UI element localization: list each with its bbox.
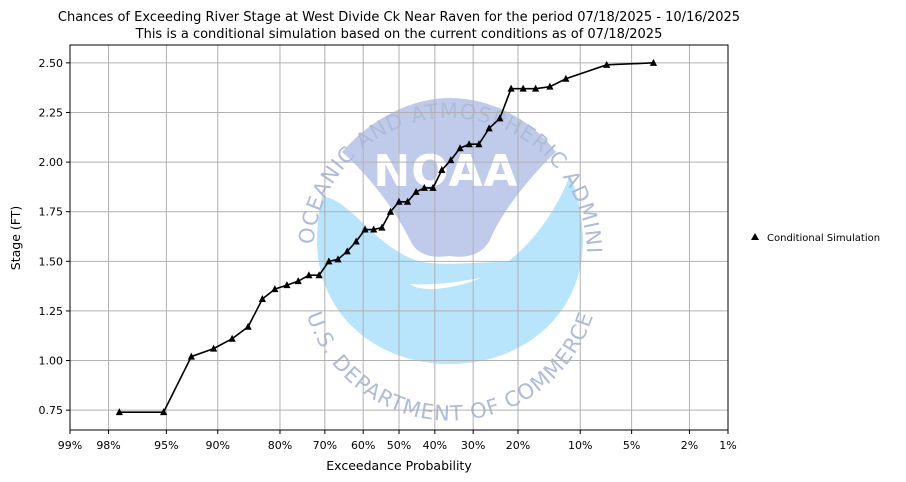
- x-axis-label: Exceedance Probability: [326, 458, 472, 473]
- data-point: [519, 84, 527, 92]
- data-point: [475, 140, 483, 148]
- x-tick-label: 5%: [623, 439, 640, 452]
- x-tick-label: 98%: [96, 439, 120, 452]
- data-point: [465, 140, 473, 148]
- data-point: [271, 285, 279, 293]
- data-point: [315, 271, 323, 279]
- data-point: [649, 58, 658, 66]
- legend-label: Conditional Simulation: [767, 233, 880, 244]
- data-point: [603, 60, 611, 68]
- data-point: [305, 271, 313, 279]
- data-point: [420, 183, 428, 191]
- y-axis-label: Stage (FT): [8, 206, 23, 270]
- data-point: [334, 255, 342, 263]
- x-tick-label: 70%: [313, 439, 337, 452]
- x-tick-label: 2%: [681, 439, 698, 452]
- y-tick-label: 1.00: [39, 355, 64, 368]
- x-tick-label: 60%: [351, 439, 375, 452]
- data-point: [447, 156, 455, 164]
- data-point: [352, 237, 360, 245]
- data-point: [325, 257, 333, 265]
- y-tick-label: 0.75: [39, 404, 64, 417]
- data-point: [294, 277, 302, 285]
- y-tick-label: 2.25: [39, 106, 64, 119]
- data-point: [395, 197, 403, 205]
- noaa-watermark-lower-shape: [317, 175, 583, 364]
- data-point: [562, 74, 570, 82]
- data-point: [507, 84, 515, 92]
- y-axis-ticks: 0.75 1.00 1.25 1.50 1.75 2.00 2.25 2.50: [39, 57, 70, 417]
- y-tick-label: 2.00: [39, 156, 64, 169]
- legend-marker-icon: [751, 233, 759, 240]
- series-layer: [115, 58, 658, 416]
- x-tick-label: 95%: [154, 439, 178, 452]
- x-tick-label: 99%: [58, 439, 82, 452]
- data-point: [412, 187, 420, 195]
- x-tick-label: 90%: [206, 439, 230, 452]
- legend: Conditional Simulation: [751, 233, 880, 244]
- data-point: [496, 114, 504, 122]
- data-point: [115, 408, 123, 416]
- data-point: [244, 322, 252, 330]
- noaa-watermark-logo-text: NOAA: [373, 146, 518, 197]
- data-point: [283, 281, 291, 289]
- data-point: [228, 334, 236, 342]
- data-point: [386, 207, 395, 215]
- data-point: [343, 247, 351, 255]
- data-point: [361, 225, 369, 233]
- data-point: [258, 295, 266, 303]
- x-tick-label: 10%: [568, 439, 592, 452]
- x-tick-label: 50%: [387, 439, 411, 452]
- x-tick-label: 30%: [461, 439, 485, 452]
- grid-lines: [69, 45, 729, 430]
- x-axis-ticks: 99% 98% 95% 90% 80% 70% 60% 50% 40% 30% 20% 10% 5% 2%…: [58, 430, 737, 452]
- y-tick-label: 2.50: [39, 57, 64, 70]
- y-tick-label: 1.75: [39, 206, 64, 219]
- chart-subtitle: This is a conditional simulation based o…: [135, 27, 663, 42]
- data-point: [546, 82, 554, 90]
- y-tick-label: 1.25: [39, 305, 64, 318]
- x-tick-label: 40%: [423, 439, 447, 452]
- noaa-watermark: NATIONAL OCEANIC AND ATMOSPHERIC ADMINIS…: [0, 0, 605, 426]
- data-point: [429, 183, 437, 191]
- y-tick-label: 1.50: [39, 255, 64, 268]
- data-point: [187, 352, 195, 360]
- data-point: [532, 84, 540, 92]
- data-point: [210, 344, 218, 352]
- data-point: [159, 408, 168, 416]
- data-point: [370, 225, 378, 233]
- x-tick-label: 20%: [506, 439, 530, 452]
- x-tick-label: 1%: [719, 439, 736, 452]
- data-point: [456, 144, 464, 152]
- data-point: [485, 124, 493, 132]
- noaa-watermark-upper-shape: [342, 98, 556, 257]
- chart-title: Chances of Exceeding River Stage at West…: [58, 10, 740, 25]
- data-point: [403, 197, 412, 205]
- x-tick-label: 80%: [268, 439, 292, 452]
- data-point: [438, 166, 446, 174]
- data-point: [378, 223, 386, 231]
